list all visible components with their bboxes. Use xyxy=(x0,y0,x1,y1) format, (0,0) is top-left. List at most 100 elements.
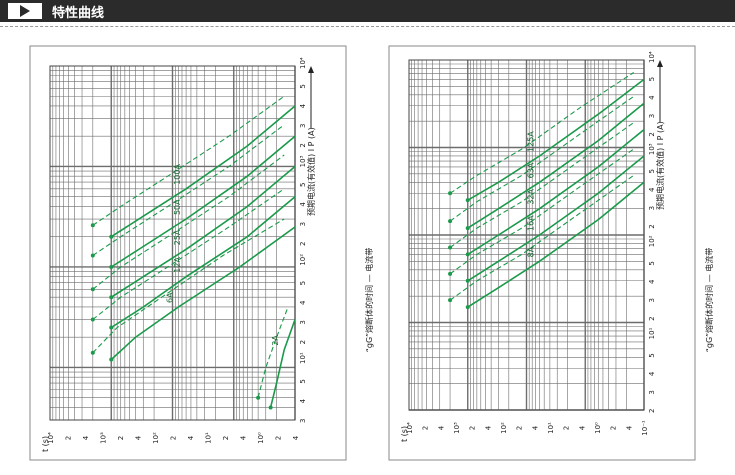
current-tick-label: 2 xyxy=(648,316,656,320)
current-axis-ticks: 2 3 4 5 10¹ 2 3 4 5 10² 2 3 4 5 10³ 2 3 4 5 10⁴ xyxy=(648,51,656,413)
curve-start-dot xyxy=(448,219,453,224)
time-tick-label: 10¹ xyxy=(205,432,213,444)
time-tick-label: 4 xyxy=(437,425,445,430)
curve-lower-50A xyxy=(110,135,296,268)
current-tick-label: 3 xyxy=(299,124,307,128)
current-tick-label: 5 xyxy=(648,77,656,81)
curve-start-dot xyxy=(465,278,470,283)
time-tick-label: 4 xyxy=(484,425,492,430)
curve-start-dot xyxy=(109,325,114,330)
divider xyxy=(0,26,735,27)
section-header: 特性曲线 xyxy=(0,0,735,22)
current-tick-label: 2 xyxy=(299,143,307,147)
curve-start-dot xyxy=(90,317,95,322)
series-label-100A: 100A xyxy=(173,164,182,185)
curve-start-dot xyxy=(90,287,95,292)
time-tick-label: 2 xyxy=(469,426,477,430)
time-tick-label: 10⁴ xyxy=(406,422,414,434)
time-tick-label: 4 xyxy=(292,435,300,440)
curve-lower-12A xyxy=(110,196,296,329)
series-125A: 125A xyxy=(448,72,645,203)
curve-start-dot xyxy=(90,350,95,355)
series-label-63A: 63A xyxy=(527,162,536,178)
time-tick-label: 2 xyxy=(610,426,618,430)
current-tick-label: 4 xyxy=(648,279,656,284)
time-tick-label: 4 xyxy=(531,425,539,430)
time-tick-label: 2 xyxy=(563,426,571,430)
current-tick-label: 5 xyxy=(648,169,656,173)
curve-start-dot xyxy=(448,298,453,303)
series-8A: 8A xyxy=(448,174,645,310)
current-tick-label: 5 xyxy=(648,353,656,357)
curve-start-dot xyxy=(448,271,453,276)
series-label-2A: 2A xyxy=(271,335,280,346)
curve-upper-125A xyxy=(449,72,635,194)
curve-start-dot xyxy=(90,253,95,258)
current-tick-label: 4 xyxy=(299,300,307,305)
series-label-12A: 12A xyxy=(173,257,182,273)
series-16A: 16A xyxy=(448,148,645,283)
chart-caption: “gG”熔断体的时间 — 电流带 xyxy=(704,248,714,352)
current-tick-label: 10⁴ xyxy=(299,57,307,69)
chart-caption: “gG”熔断体的时间 — 电流带 xyxy=(364,248,374,352)
curve-start-dot xyxy=(465,305,470,310)
time-tick-label: 10⁴ xyxy=(47,432,55,444)
chart2-frame xyxy=(388,45,696,461)
plot-border xyxy=(49,65,296,421)
time-tick-label: 4 xyxy=(82,435,90,440)
time-tick-label: 4 xyxy=(135,435,143,440)
time-tick-label: 10⁰ xyxy=(594,422,602,434)
curve-start-dot xyxy=(90,223,95,228)
time-tick-label: 2 xyxy=(222,436,230,440)
series-label-50A: 50A xyxy=(173,199,182,215)
curve-upper-25A xyxy=(92,154,285,290)
series-50A: 50A xyxy=(90,124,296,269)
curve-lower-2A xyxy=(269,319,296,408)
chart2-plot: 8A 16A 32A 63A 125A 2 3 4 5 10¹ 2 3 4 5 10² 2 3 4 5 10³ 2 3 4 5… xyxy=(400,51,714,442)
curve-upper-6A xyxy=(92,218,285,354)
current-tick-label: 5 xyxy=(648,261,656,265)
curve-lower-16A xyxy=(467,155,645,282)
current-tick-label: 4 xyxy=(648,371,656,376)
curve-upper-32A xyxy=(449,122,635,248)
current-tick-label: 10² xyxy=(648,235,656,247)
current-tick-label: 3 xyxy=(299,419,307,423)
curve-upper-63A xyxy=(449,95,635,222)
current-tick-label: 10⁴ xyxy=(648,51,656,63)
time-tick-label: 10² xyxy=(152,432,160,444)
series-label-125A: 125A xyxy=(527,131,536,152)
time-tick-label: 10² xyxy=(500,422,508,434)
series-2A: 2A xyxy=(256,306,296,410)
current-tick-label: 3 xyxy=(648,114,656,118)
current-tick-label: 3 xyxy=(299,222,307,226)
series-12A: 12A xyxy=(90,188,296,330)
current-tick-label: 10³ xyxy=(648,143,656,155)
chart1-plot: 2A 6A 12A 25A 50A 100A 3 4 5 10¹ 2 3 4 5 10² 2 3 4 5 10³ 2 3 4… xyxy=(41,57,374,452)
curve-start-dot xyxy=(268,405,273,410)
time-axis-ticks: 10⁻¹ 4 2 10⁰ 4 2 10¹ 4 2 10² 4 2 10³ 4 2 10⁴ xyxy=(406,420,649,436)
current-tick-label: 4 xyxy=(648,95,656,100)
play-arrow-icon xyxy=(8,3,42,19)
arrow-head-icon xyxy=(657,60,663,67)
curve-lower-25A xyxy=(110,165,296,298)
series-label-6A: 6A xyxy=(165,292,174,303)
arrow-head-icon xyxy=(308,66,314,73)
current-tick-label: 5 xyxy=(299,379,307,383)
time-tick-label: 4 xyxy=(240,435,248,440)
time-tick-label: 10¹ xyxy=(547,422,555,434)
series-label-8A: 8A xyxy=(527,246,536,257)
time-tick-label: 2 xyxy=(170,436,178,440)
current-axis-label: 预期电流(有效值) I P (A) xyxy=(306,127,316,216)
curve-lower-8A xyxy=(467,181,645,308)
curve-start-dot xyxy=(109,264,114,269)
current-tick-label: 3 xyxy=(648,298,656,302)
time-tick-label: 4 xyxy=(625,425,633,430)
current-tick-label: 3 xyxy=(648,206,656,210)
series-25A: 25A xyxy=(90,154,296,300)
curve-lower-32A xyxy=(467,128,645,256)
time-tick-label: 2 xyxy=(65,436,73,440)
current-tick-label: 4 xyxy=(648,187,656,192)
current-axis-ticks: 3 4 5 10¹ 2 3 4 5 10² 2 3 4 5 10³ 2 3 4 5 10⁴ xyxy=(299,57,307,423)
curve-lower-125A xyxy=(467,78,645,201)
